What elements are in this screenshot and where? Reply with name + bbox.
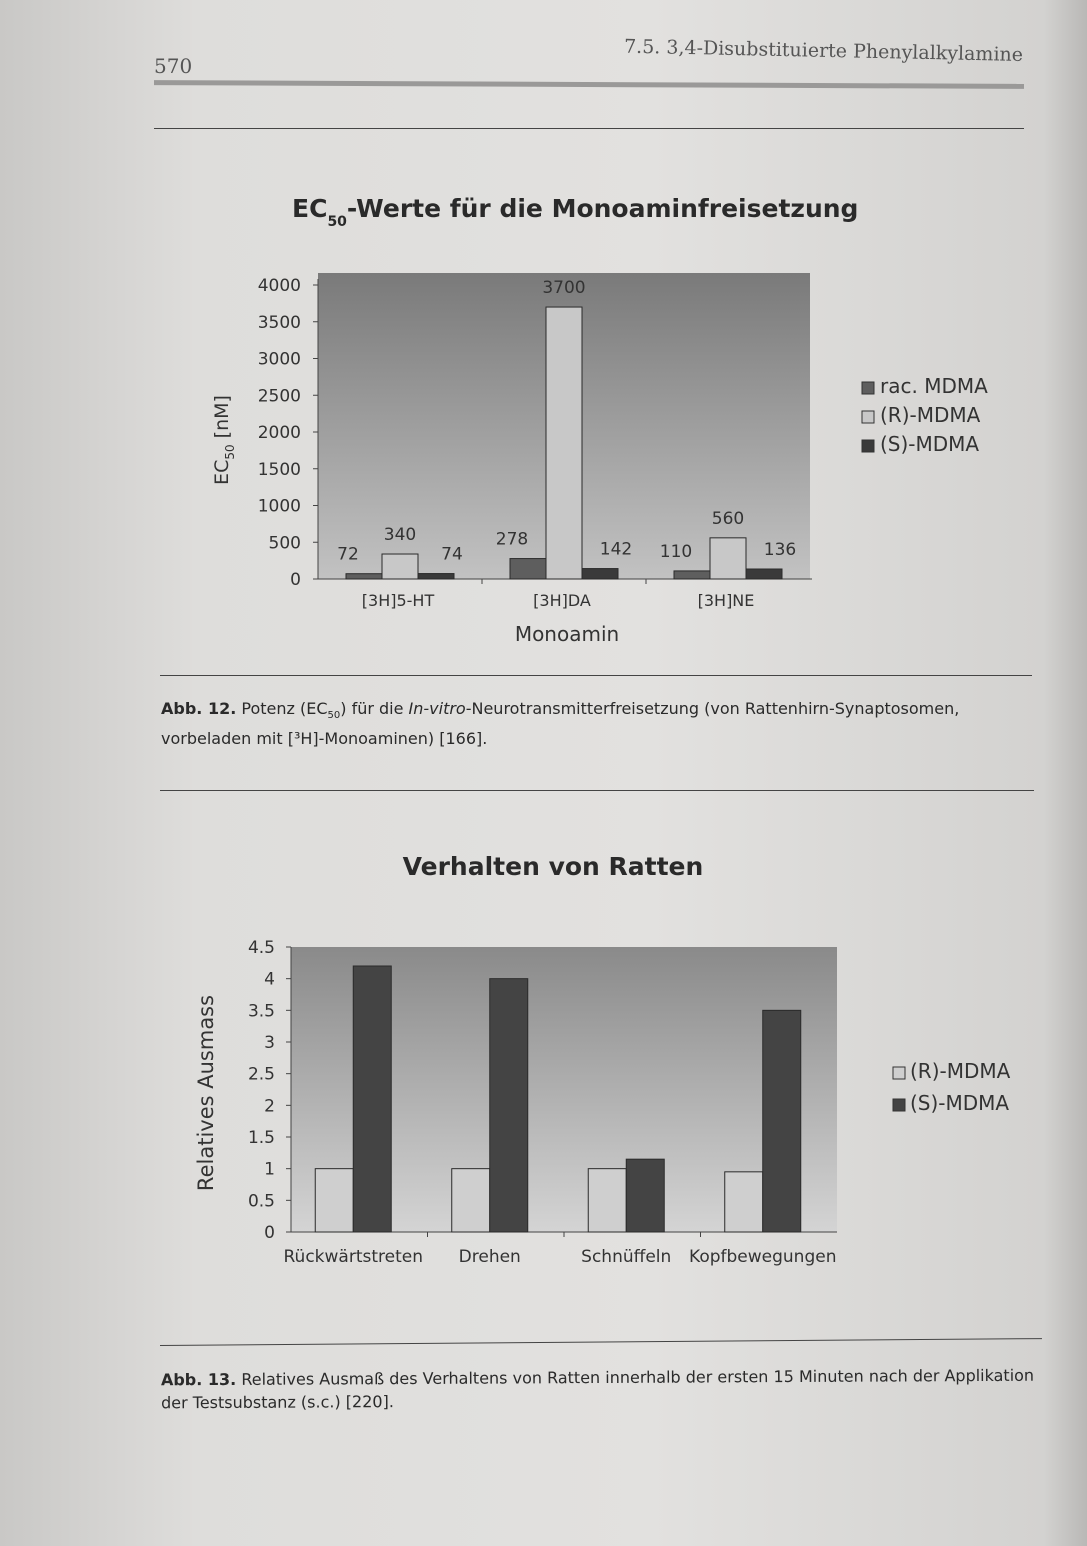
x-tick-label: [3H]5-HT (362, 591, 435, 610)
y-tick-label: 2 (264, 1096, 275, 1116)
bar (709, 537, 747, 580)
bar (745, 568, 783, 580)
y-tick-label: 2500 (258, 386, 301, 406)
y-tick-label: 1.5 (248, 1128, 275, 1148)
chart-behaviour: Verhalten von Ratten 0 0.5 1 1.5 2 2.5 3 3.5 4 4.5… (194, 852, 1011, 1267)
legend-swatch (892, 1066, 906, 1080)
x-tick-label: Drehen (459, 1247, 521, 1267)
y-tick-label: 3.5 (248, 1001, 275, 1021)
legend-swatch (892, 1098, 906, 1112)
bar (762, 1009, 802, 1233)
chart-ec50: EC50-Werte für die Monoaminfreisetzung 0 5… (211, 194, 988, 646)
caption-label: Abb. 13. (160, 1369, 237, 1390)
bar (509, 558, 547, 580)
bar (345, 573, 383, 580)
header-rule (153, 80, 1025, 89)
bar (314, 1168, 354, 1233)
chart-title: Verhalten von Ratten (403, 852, 704, 881)
bar (417, 573, 455, 580)
y-tick-label: 3000 (258, 350, 301, 370)
y-tick-label: 4000 (258, 276, 301, 296)
chart-title: EC50-Werte für die Monoaminfreisetzung (292, 194, 858, 230)
y-tick-label: 1000 (258, 497, 301, 517)
legend-label: (S)-MDMA (880, 432, 979, 456)
caption-sub: 50 (327, 710, 341, 722)
caption-text: -Neurotransmitterfreisetzung (von Ratten… (161, 699, 960, 749)
legend-label: (S)-MDMA (910, 1091, 1009, 1115)
caption-label: Abb. 12. (161, 699, 237, 718)
figure13-top-rule (160, 790, 1034, 791)
running-head: 570 7.5. 3,4-Disubstituierte Phenylalkyl… (0, 0, 1087, 110)
y-axis-label: EC50 [nM] (211, 395, 237, 485)
y-axis-label: Relatives Ausmass (194, 995, 218, 1191)
y-tick-label: 2.5 (248, 1065, 275, 1085)
caption-text: Relatives Ausmaß des Verhaltens von Ratt… (161, 1365, 1035, 1413)
data-label: 74 (441, 545, 463, 565)
legend-swatch (861, 410, 875, 424)
section-title: 7.5. 3,4-Disubstituierte Phenylalkylamin… (623, 35, 1024, 66)
data-label: 136 (764, 540, 796, 560)
bar (451, 1168, 491, 1233)
x-tick-label: Schnüffeln (581, 1247, 671, 1267)
legend-swatch (861, 439, 875, 453)
legend-label: (R)-MDMA (880, 403, 981, 427)
bar (545, 306, 583, 580)
bar (625, 1158, 665, 1233)
bar (381, 553, 419, 580)
caption-text: ) für die (340, 699, 409, 718)
figure12-caption: Abb. 12. Potenz (EC50) für die In-vitro-… (161, 697, 1036, 750)
bar (489, 978, 529, 1233)
y-tick-label: 0 (290, 570, 301, 590)
x-axis-label: Monoamin (515, 622, 619, 646)
caption-text: Potenz (EC (236, 699, 328, 718)
x-tick-label: [3H]DA (533, 591, 591, 610)
figure12-caption-rule (160, 675, 1032, 676)
bar (673, 570, 711, 580)
y-tick-label: 4 (264, 970, 275, 990)
figure13-caption: Abb. 13. Relatives Ausmaß des Verhaltens… (161, 1364, 1041, 1415)
legend-swatch (861, 381, 875, 395)
data-label: 340 (384, 525, 416, 545)
data-label: 72 (337, 545, 359, 565)
bar (581, 568, 619, 580)
x-tick-label: Rückwärtstreten (284, 1247, 424, 1267)
data-label: 142 (600, 540, 632, 560)
legend-label: (R)-MDMA (910, 1059, 1011, 1083)
y-tick-label: 0.5 (248, 1191, 275, 1211)
y-tick-label: 0 (264, 1223, 275, 1243)
y-tick-label: 1 (264, 1160, 275, 1180)
x-tick-label: Kopfbewegungen (689, 1247, 836, 1267)
y-tick-label: 4.5 (248, 938, 275, 958)
x-tick-label: [3H]NE (698, 591, 755, 610)
data-label: 3700 (542, 278, 585, 298)
y-tick-label: 500 (269, 533, 301, 553)
caption-italic: In-vitro (408, 699, 466, 718)
y-tick-label: 2000 (258, 423, 301, 443)
y-tick-label: 3500 (258, 313, 301, 333)
bar (587, 1168, 627, 1233)
bar (724, 1171, 764, 1233)
y-tick-label: 1500 (258, 460, 301, 480)
page-number: 570 (154, 54, 193, 78)
y-tick-label: 3 (264, 1033, 275, 1053)
data-label: 110 (660, 542, 692, 562)
data-label: 560 (712, 509, 744, 529)
bar (352, 965, 392, 1233)
data-label: 278 (496, 530, 528, 550)
figure12-top-rule (154, 128, 1024, 129)
legend-label: rac. MDMA (880, 374, 988, 398)
